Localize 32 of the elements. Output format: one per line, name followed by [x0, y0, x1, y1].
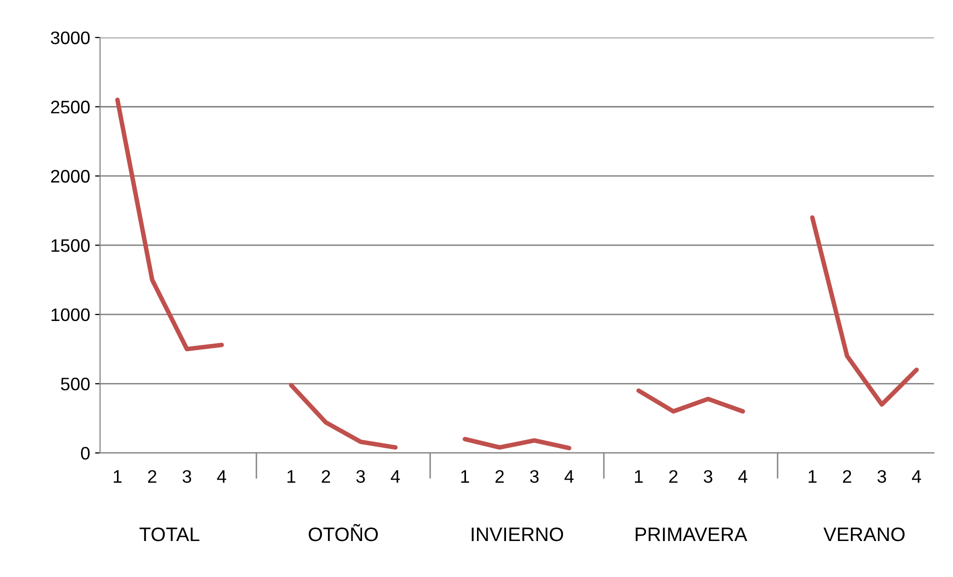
text: VERANO [823, 527, 905, 542]
x-tick-label: 2 [148, 470, 156, 483]
x-tick-label: 1 [288, 470, 296, 483]
text: PRIMAVERA [636, 528, 748, 542]
text: INVIERNO [472, 527, 564, 542]
x-tick-label: 3 [704, 470, 712, 483]
x-tick-label: 2 [496, 470, 504, 483]
x-tick-label: 4 [390, 470, 400, 483]
x-tick-label: 3 [182, 470, 192, 483]
x-tick-label: 3 [877, 470, 886, 483]
y-tick-label: 0 [81, 446, 90, 460]
y-tick-label: 2500 [51, 100, 90, 114]
x-tick-label: 4 [564, 470, 574, 483]
y-tick-label: 2000 [51, 170, 90, 183]
x-tick-label: 2 [842, 470, 852, 483]
x-tick-label: 1 [114, 470, 122, 483]
x-tick-label: 1 [461, 470, 470, 483]
x-tick-label: 1 [634, 470, 643, 483]
y-tick-label: 1000 [52, 308, 90, 322]
y-tick-label: 3000 [50, 31, 90, 44]
x-tick-label: 4 [912, 470, 922, 483]
y-tick-label: 500 [60, 378, 90, 390]
y-tick-label: 1500 [52, 239, 90, 252]
x-tick-label: 3 [530, 470, 539, 483]
text: TOTAL [140, 527, 200, 542]
x-tick-label: 1 [808, 470, 816, 483]
text: OTOÑO [308, 524, 378, 542]
x-tick-label: 4 [738, 470, 748, 483]
x-tick-label: 2 [322, 470, 330, 483]
x-tick-label: 4 [217, 470, 226, 483]
x-tick-label: 2 [669, 470, 678, 483]
x-tick-label: 3 [356, 470, 365, 483]
